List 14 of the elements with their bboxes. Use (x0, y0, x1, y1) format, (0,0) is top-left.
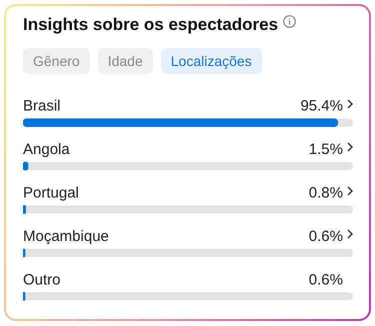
data-label: 0.6% (308, 228, 343, 245)
chart-title: Insights sobre os espectadores (23, 15, 280, 35)
y-tick-label: Portugal (23, 184, 79, 202)
text: Localizações (160, 48, 262, 74)
y-tick-label: Moçambique (23, 228, 109, 245)
y-tick-label: Brasil (23, 98, 61, 115)
text: Gênero (23, 48, 90, 74)
data-label: 0.6% (308, 271, 343, 288)
data-label: 0.8% (308, 184, 343, 202)
text: Idade (98, 48, 153, 74)
y-tick-label: Outro (23, 271, 61, 288)
data-label: 1.5% (308, 141, 343, 158)
y-tick-label: Angola (23, 141, 70, 158)
data-label: 95.4% (300, 98, 343, 115)
